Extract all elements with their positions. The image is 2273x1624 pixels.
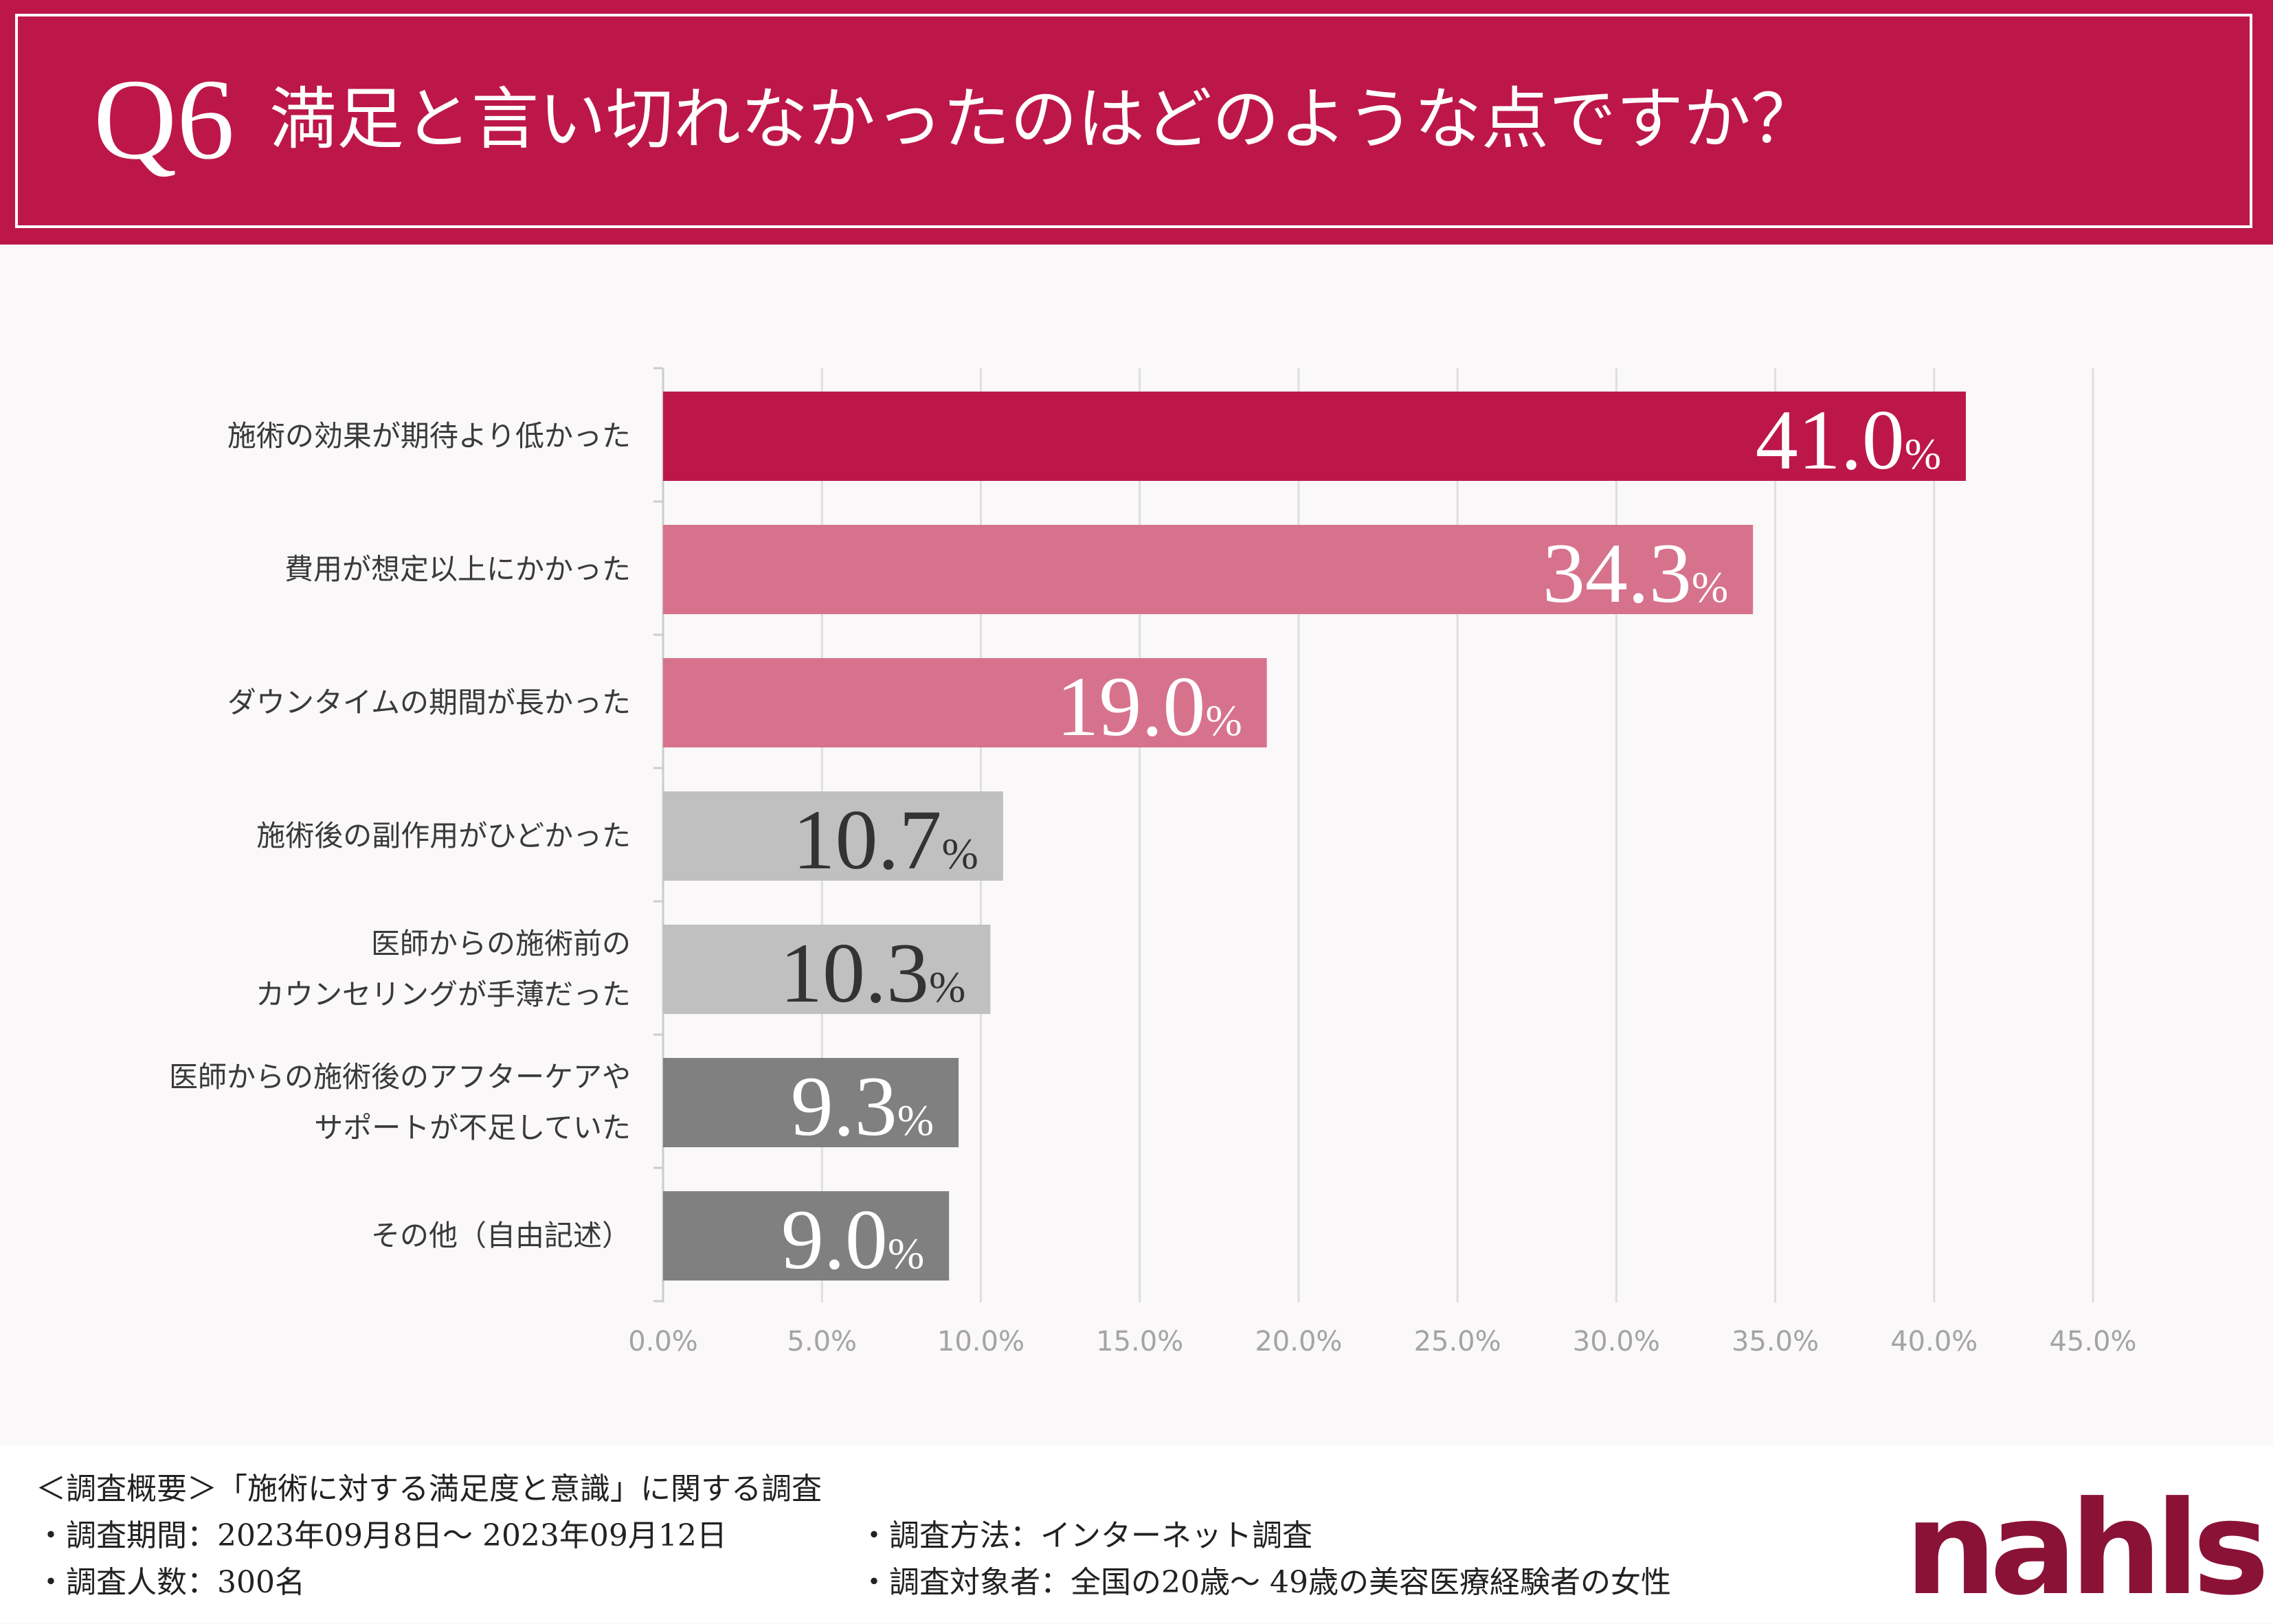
value-unit: % xyxy=(888,1229,924,1278)
category-label: 医師からの施術後のアフターケアや xyxy=(169,1060,631,1094)
value-label: 9.0% xyxy=(781,1193,924,1287)
value-label: 41.0% xyxy=(1756,393,1941,487)
x-tick-label: 15.0% xyxy=(1096,1326,1183,1357)
x-tick-label: 5.0% xyxy=(787,1326,857,1357)
bar xyxy=(663,1191,950,1281)
bar xyxy=(663,925,991,1014)
value-unit: % xyxy=(1905,429,1941,478)
bar xyxy=(663,658,1267,747)
value-number: 9.0 xyxy=(781,1193,888,1287)
x-tick-label: 0.0% xyxy=(628,1326,698,1357)
x-tick-label: 30.0% xyxy=(1573,1326,1660,1357)
nahls-logo: nahls xyxy=(1905,1474,2270,1624)
survey-target: ・調査対象者：全国の20歳～ 49歳の美容医療経験者の女性 xyxy=(859,1565,1671,1600)
x-tick-label: 20.0% xyxy=(1255,1326,1342,1357)
value-number: 19.0 xyxy=(1056,659,1205,754)
x-tick-label: 10.0% xyxy=(937,1326,1024,1357)
x-tick-label: 35.0% xyxy=(1732,1326,1819,1357)
header-banner: Q6 満足と言い切れなかったのはどのような点ですか？ xyxy=(0,0,2273,245)
category-label: 医師からの施術前の xyxy=(371,927,631,960)
value-number: 41.0 xyxy=(1756,393,1905,487)
header-frame xyxy=(15,14,2252,228)
category-label: 施術の効果が期待より低かった xyxy=(227,419,631,453)
survey-method: ・調査方法：インターネット調査 xyxy=(859,1518,1312,1553)
value-label: 9.3% xyxy=(791,1059,934,1153)
survey-count: ・調査人数：300名 xyxy=(36,1565,305,1600)
value-label: 10.3% xyxy=(780,926,965,1020)
category-label: その他（自由記述） xyxy=(371,1219,631,1252)
x-tick-label: 40.0% xyxy=(1890,1326,1978,1357)
value-unit: % xyxy=(897,1096,934,1144)
value-unit: % xyxy=(942,829,978,878)
survey-title: ＜調査概要＞「施術に対する満足度と意識」に関する調査 xyxy=(36,1471,822,1507)
value-number: 10.3 xyxy=(780,926,929,1020)
question-number: Q6 xyxy=(93,56,235,183)
value-unit: % xyxy=(929,962,965,1011)
value-unit: % xyxy=(1205,696,1242,745)
category-label: 施術後の副作用がひどかった xyxy=(256,819,631,853)
value-label: 34.3% xyxy=(1543,526,1728,620)
bar xyxy=(663,525,1754,614)
category-label: ダウンタイムの期間が長かった xyxy=(227,686,631,719)
category-label: 費用が想定以上にかかった xyxy=(284,552,631,586)
x-tick-label: 25.0% xyxy=(1414,1326,1501,1357)
survey-footer: ＜調査概要＞「施術に対する満足度と意識」に関する調査 ・調査期間：2023年09… xyxy=(0,1445,2273,1623)
bar xyxy=(663,791,1003,881)
category-label: カウンセリングが手薄だった xyxy=(256,978,631,1011)
bar xyxy=(663,1058,959,1147)
bar-chart: 施術の効果が期待より低かった費用が想定以上にかかったダウンタイムの期間が長かった… xyxy=(169,367,2137,1357)
value-label: 10.7% xyxy=(793,793,978,887)
question-title: 満足と言い切れなかったのはどのような点ですか？ xyxy=(269,80,1819,159)
bar xyxy=(663,392,1967,481)
value-label: 19.0% xyxy=(1056,659,1242,754)
value-number: 9.3 xyxy=(791,1059,897,1153)
value-unit: % xyxy=(1692,563,1728,611)
x-tick-label: 45.0% xyxy=(2049,1326,2136,1357)
value-number: 34.3 xyxy=(1543,526,1692,620)
category-label: サポートが不足していた xyxy=(314,1111,631,1144)
value-number: 10.7 xyxy=(793,793,942,887)
survey-period: ・調査期間：2023年09月8日～ 2023年09月12日 xyxy=(36,1518,727,1553)
